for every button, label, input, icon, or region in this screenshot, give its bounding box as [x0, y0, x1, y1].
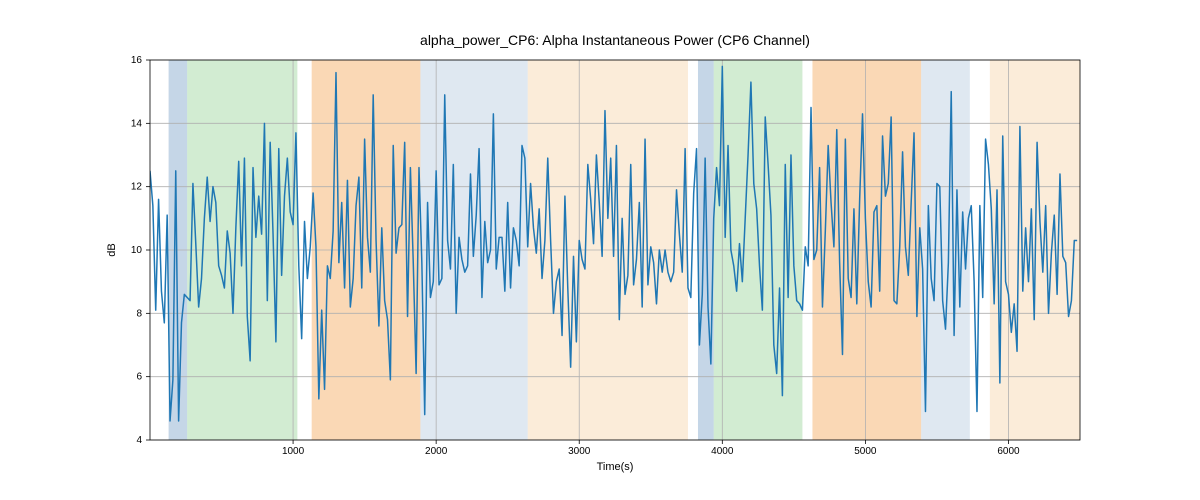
x-tick-label: 2000 — [425, 446, 448, 457]
chart-title: alpha_power_CP6: Alpha Instantaneous Pow… — [420, 32, 810, 48]
y-tick-label: 8 — [136, 308, 142, 319]
x-tick-label: 6000 — [997, 446, 1020, 457]
y-tick-label: 4 — [136, 435, 142, 446]
y-tick-label: 14 — [131, 118, 143, 129]
x-tick-label: 4000 — [711, 446, 734, 457]
x-axis-label: Time(s) — [597, 461, 634, 473]
y-tick-label: 6 — [136, 372, 142, 383]
x-tick-label: 1000 — [282, 446, 305, 457]
y-tick-label: 16 — [131, 55, 143, 66]
x-tick-label: 3000 — [568, 446, 591, 457]
x-tick-label: 5000 — [854, 446, 877, 457]
y-axis-label: dB — [106, 243, 118, 256]
y-tick-label: 10 — [131, 245, 143, 256]
y-tick-label: 12 — [131, 182, 143, 193]
